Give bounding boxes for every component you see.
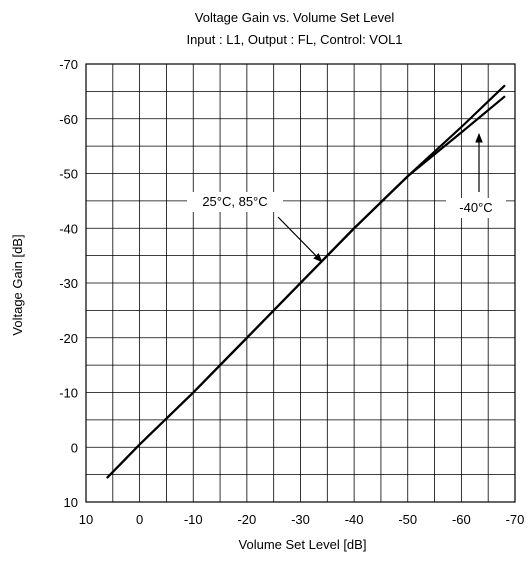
y-tick-label: -40 bbox=[59, 221, 78, 236]
annotation-minus40: -40°C bbox=[459, 200, 492, 215]
y-tick-label: -50 bbox=[59, 167, 78, 182]
x-tick-label: -10 bbox=[184, 512, 203, 527]
x-tick-label: -60 bbox=[452, 512, 471, 527]
y-tick-label: 0 bbox=[71, 440, 78, 455]
x-tick-label: -30 bbox=[291, 512, 310, 527]
x-tick-label: -40 bbox=[345, 512, 364, 527]
y-tick-labels: 10 0 -10 -20 -30 -40 -50 -60 -70 bbox=[59, 57, 78, 510]
x-tick-label: 0 bbox=[136, 512, 143, 527]
annotation-25-85: 25°C, 85°C bbox=[202, 194, 267, 209]
annotations: 25°C, 85°C -40°C bbox=[187, 133, 506, 263]
y-tick-label: -60 bbox=[59, 112, 78, 127]
x-tick-label: 10 bbox=[79, 512, 93, 527]
x-tick-label: -50 bbox=[398, 512, 417, 527]
x-tick-label: -20 bbox=[237, 512, 256, 527]
y-tick-label: -30 bbox=[59, 276, 78, 291]
annotation-bg bbox=[187, 192, 283, 212]
chart-title: Voltage Gain vs. Volume Set Level bbox=[195, 10, 395, 25]
annotation-bg bbox=[446, 198, 506, 218]
y-tick-label: 10 bbox=[64, 495, 78, 510]
x-tick-labels: 10 0 -10 -20 -30 -40 -50 -60 -70 bbox=[79, 512, 525, 527]
y-tick-label: -10 bbox=[59, 386, 78, 401]
x-axis-label: Volume Set Level [dB] bbox=[239, 537, 367, 552]
series-line-2 bbox=[106, 95, 506, 479]
annotation-arrow bbox=[277, 216, 323, 263]
y-tick-label: -70 bbox=[59, 57, 78, 72]
series-lines bbox=[106, 84, 506, 479]
x-tick-label: -70 bbox=[506, 512, 525, 527]
plot-frame bbox=[85, 63, 516, 503]
chart-subtitle: Input : L1, Output : FL, Control: VOL1 bbox=[186, 32, 402, 47]
y-tick-label: -20 bbox=[59, 331, 78, 346]
y-axis-label: Voltage Gain [dB] bbox=[10, 234, 25, 335]
